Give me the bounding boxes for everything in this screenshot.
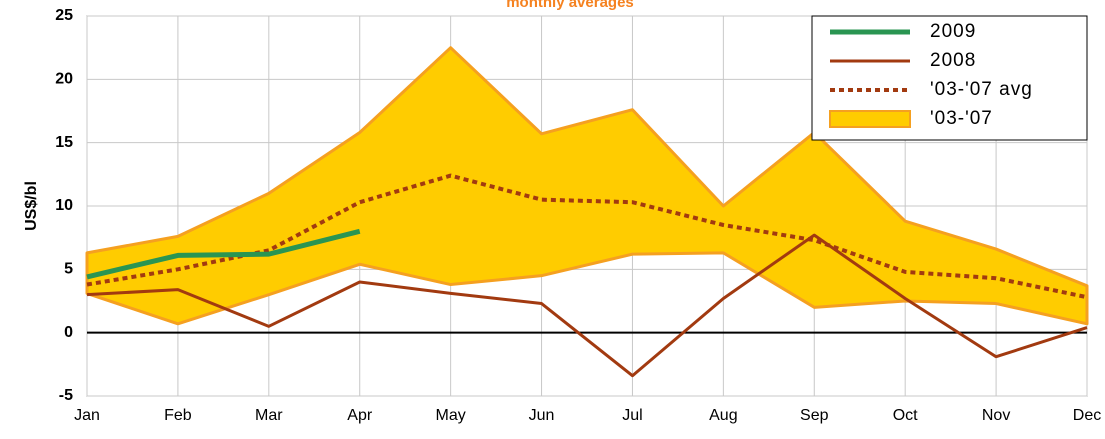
x-tick-label: Nov bbox=[982, 407, 1010, 424]
series-line bbox=[86, 228, 361, 280]
y-tick-label: 20 bbox=[55, 71, 73, 88]
legend-label: 2008 bbox=[930, 50, 976, 71]
range-area bbox=[85, 46, 1089, 326]
x-tick-label: Apr bbox=[347, 407, 373, 424]
x-tick-label: Jun bbox=[529, 407, 555, 424]
legend-label: '03-'07 avg bbox=[930, 79, 1033, 100]
y-tick-label: 15 bbox=[55, 134, 73, 151]
x-tick-label: May bbox=[436, 407, 466, 424]
x-tick-label: Dec bbox=[1073, 407, 1101, 424]
x-tick-label: Sep bbox=[800, 407, 829, 424]
chart-title: monthly averages bbox=[506, 0, 634, 11]
y-tick-label: 10 bbox=[55, 197, 73, 214]
series-line bbox=[86, 233, 1088, 378]
x-tick-label: Aug bbox=[709, 407, 737, 424]
legend-swatch bbox=[829, 110, 911, 128]
y-axis-label: US$/bl bbox=[23, 181, 40, 231]
x-tick-label: Jan bbox=[74, 407, 100, 424]
legend-label: '03-'07 bbox=[930, 108, 993, 129]
x-tick-label: Oct bbox=[893, 407, 918, 424]
y-tick-label: -5 bbox=[59, 387, 73, 404]
x-tick-label: Mar bbox=[255, 407, 283, 424]
y-tick-label: 5 bbox=[64, 261, 73, 278]
legend-label: 2009 bbox=[930, 21, 976, 42]
x-tick-label: Feb bbox=[164, 407, 192, 424]
series-line bbox=[86, 173, 1088, 300]
x-tick-label: Jul bbox=[622, 407, 642, 424]
y-tick-label: 0 bbox=[64, 324, 73, 341]
y-tick-label: 25 bbox=[55, 7, 73, 24]
